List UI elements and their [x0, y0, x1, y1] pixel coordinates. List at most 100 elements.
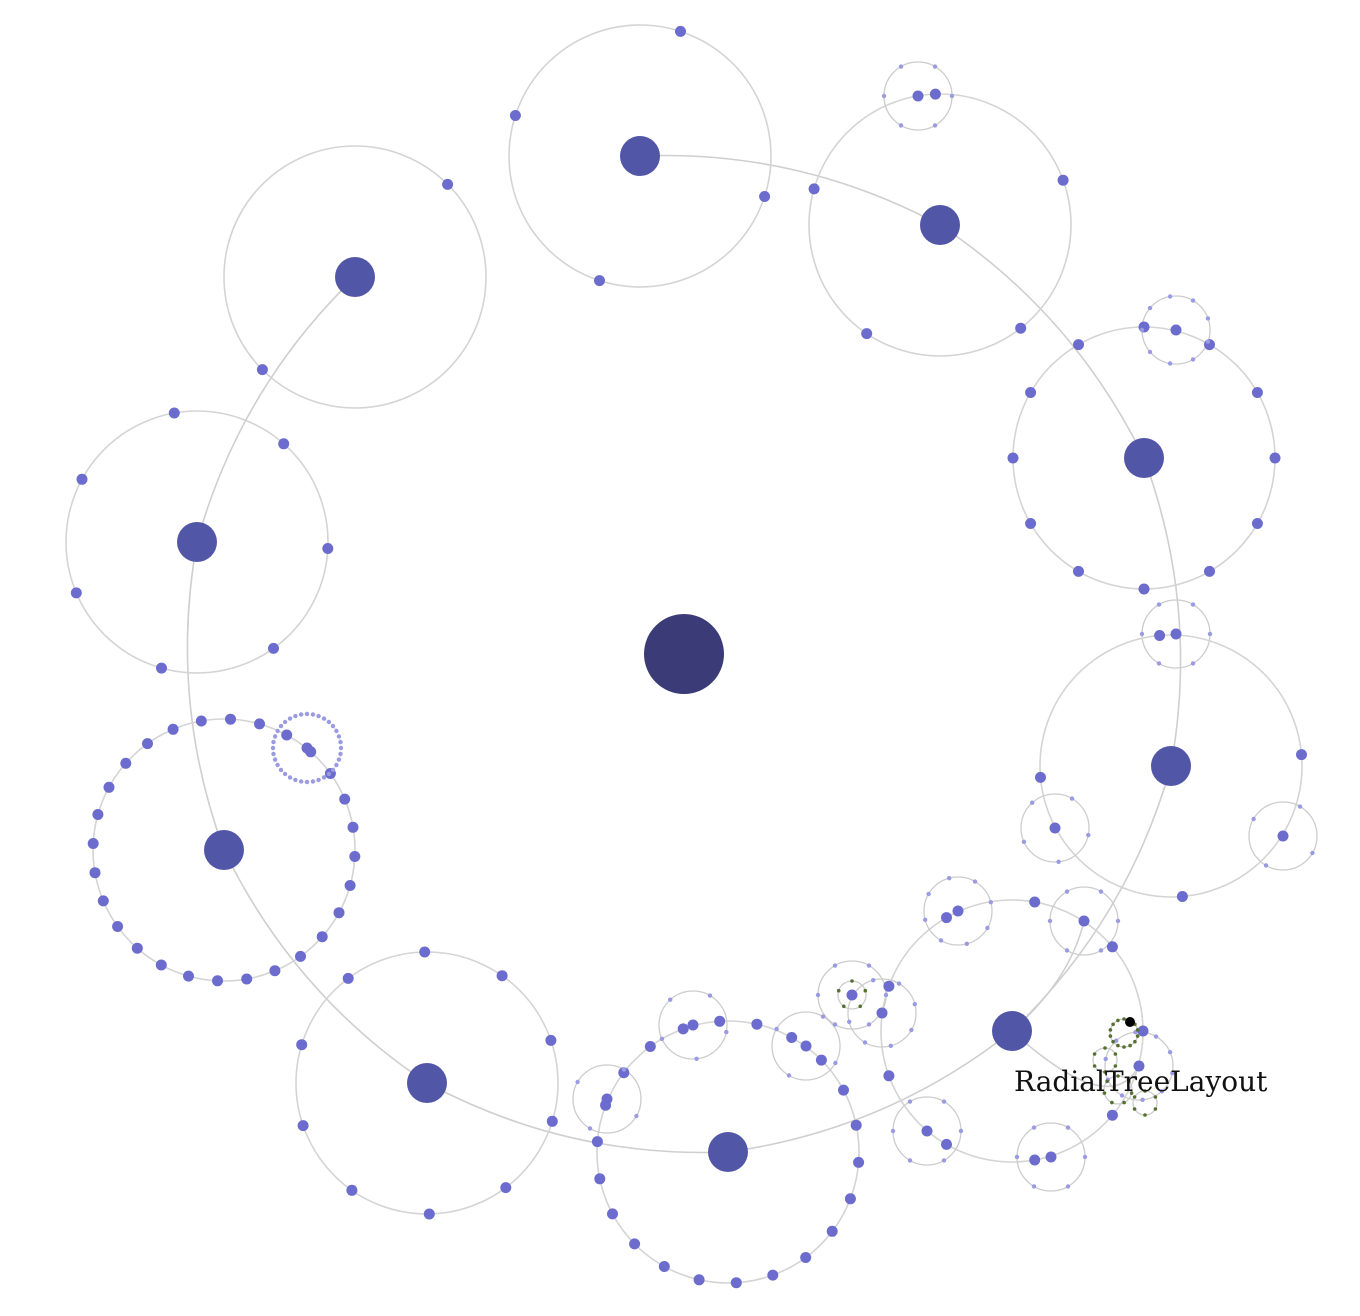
child-node[interactable] — [419, 946, 431, 958]
leaf-node[interactable] — [833, 1060, 838, 1066]
leaf-node[interactable] — [1064, 889, 1070, 894]
child-node[interactable] — [241, 973, 253, 985]
leaf-node[interactable] — [282, 719, 288, 725]
child-node[interactable] — [786, 1032, 798, 1043]
leaf-node[interactable] — [668, 997, 673, 1002]
leaf-node[interactable] — [926, 891, 931, 897]
child-node[interactable] — [155, 959, 167, 971]
highlight-leaf[interactable] — [1110, 1100, 1114, 1105]
subgroup-node[interactable] — [1078, 915, 1090, 927]
leaf-node[interactable] — [634, 1113, 639, 1119]
subgroup-node[interactable] — [687, 1019, 699, 1031]
leaf-node[interactable] — [1031, 1184, 1037, 1189]
leaf-node[interactable] — [1115, 918, 1121, 924]
leaf-node[interactable] — [326, 771, 332, 777]
child-node[interactable] — [883, 980, 895, 992]
child-node[interactable] — [767, 1269, 779, 1281]
leaf-node[interactable] — [310, 712, 316, 717]
leaf-node[interactable] — [1190, 357, 1196, 362]
leaf-node[interactable] — [1310, 850, 1315, 856]
leaf-node[interactable] — [1205, 316, 1211, 321]
leaf-node[interactable] — [774, 1026, 779, 1032]
leaf-node[interactable] — [293, 777, 298, 783]
child-node[interactable] — [344, 880, 356, 891]
group-hub-node[interactable] — [620, 136, 660, 176]
child-node[interactable] — [1029, 1154, 1041, 1166]
leaf-node[interactable] — [278, 723, 284, 729]
leaf-node[interactable] — [1153, 1034, 1159, 1039]
leaf-node[interactable] — [888, 1043, 893, 1049]
root-node[interactable] — [644, 614, 724, 694]
leaf-node[interactable] — [932, 123, 938, 128]
leaf-node[interactable] — [326, 719, 332, 725]
subgroup-node[interactable] — [912, 90, 924, 102]
child-node[interactable] — [225, 713, 236, 725]
leaf-node[interactable] — [832, 1022, 838, 1027]
leaf-node[interactable] — [1167, 361, 1173, 366]
subgroup-node[interactable] — [846, 989, 858, 1001]
leaf-node[interactable] — [1086, 832, 1091, 838]
leaf-node[interactable] — [282, 771, 288, 777]
child-node[interactable] — [1029, 896, 1041, 908]
leaf-node[interactable] — [881, 93, 887, 99]
child-node[interactable] — [1269, 452, 1281, 464]
child-node[interactable] — [629, 1238, 641, 1250]
child-node[interactable] — [1251, 387, 1263, 398]
leaf-node[interactable] — [964, 941, 969, 946]
highlight-leaf[interactable] — [1113, 1052, 1118, 1056]
leaf-node[interactable] — [866, 963, 872, 968]
leaf-node[interactable] — [786, 1073, 792, 1078]
highlight-leaf[interactable] — [1153, 1095, 1158, 1099]
leaf-node[interactable] — [1098, 889, 1104, 894]
leaf-node[interactable] — [587, 1126, 593, 1131]
child-node[interactable] — [644, 1041, 656, 1052]
child-node[interactable] — [1057, 174, 1069, 186]
leaf-node[interactable] — [1047, 918, 1053, 924]
highlight-leaf[interactable] — [1122, 1017, 1126, 1021]
highlight-leaf[interactable] — [1103, 1070, 1107, 1074]
leaf-node[interactable] — [1167, 1050, 1173, 1055]
child-node[interactable] — [850, 1119, 862, 1131]
child-node[interactable] — [92, 809, 104, 820]
leaf-node[interactable] — [1156, 661, 1162, 666]
leaf-node[interactable] — [1119, 1093, 1125, 1098]
child-node[interactable] — [112, 921, 124, 932]
child-node[interactable] — [500, 1182, 512, 1194]
leaf-node[interactable] — [272, 734, 278, 739]
child-node[interactable] — [349, 851, 361, 862]
child-node[interactable] — [838, 1084, 849, 1096]
leaf-node[interactable] — [316, 777, 321, 783]
child-node[interactable] — [120, 757, 132, 769]
leaf-node[interactable] — [275, 762, 280, 768]
leaf-node[interactable] — [316, 713, 321, 719]
leaf-node[interactable] — [1069, 796, 1075, 801]
leaf-node[interactable] — [1190, 602, 1196, 607]
leaf-node[interactable] — [847, 1019, 852, 1024]
highlight-leaf[interactable] — [1105, 1079, 1109, 1084]
highlight-leaf[interactable] — [1108, 1034, 1113, 1038]
leaf-node[interactable] — [1056, 859, 1061, 864]
subgroup-node[interactable] — [876, 1007, 888, 1019]
leaf-node[interactable] — [1263, 863, 1269, 868]
child-node[interactable] — [1035, 771, 1046, 783]
child-node[interactable] — [322, 543, 334, 554]
leaf-node[interactable] — [271, 739, 276, 745]
leaf-node[interactable] — [972, 879, 978, 884]
tree-nodes[interactable] — [70, 25, 1315, 1289]
leaf-node[interactable] — [338, 751, 343, 757]
leaf-node[interactable] — [1170, 1070, 1175, 1076]
child-node[interactable] — [333, 907, 345, 919]
leaf-node[interactable] — [898, 64, 904, 69]
leaf-node[interactable] — [909, 1027, 914, 1033]
child-node[interactable] — [591, 1136, 603, 1148]
leaf-node[interactable] — [1167, 294, 1173, 299]
leaf-node[interactable] — [724, 1029, 729, 1035]
child-node[interactable] — [751, 1018, 763, 1030]
child-node[interactable] — [76, 473, 88, 485]
highlight-leaf[interactable] — [1102, 1091, 1107, 1095]
leaf-node[interactable] — [1021, 839, 1027, 844]
child-node[interactable] — [70, 587, 82, 599]
child-node[interactable] — [941, 912, 952, 924]
child-node[interactable] — [618, 1067, 630, 1079]
